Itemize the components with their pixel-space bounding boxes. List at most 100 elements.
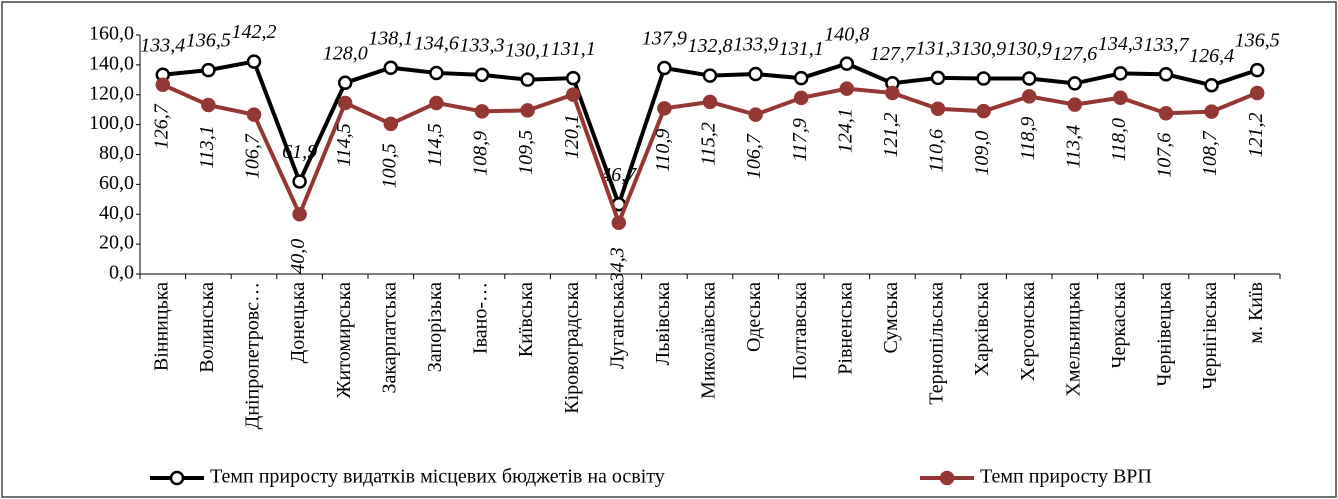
x-tick-label: Львівська	[652, 282, 674, 365]
point	[885, 85, 900, 101]
x-tick-label: Херсонська	[1017, 282, 1039, 381]
x-tick-label: Тернопільська	[926, 282, 948, 405]
y-tick-label: 100,0	[89, 112, 134, 134]
data-label: 118,9	[1017, 117, 1039, 161]
point	[155, 77, 171, 92]
point	[976, 71, 991, 86]
legend-marker	[169, 470, 185, 486]
data-label: 134,6	[414, 33, 459, 55]
point	[930, 101, 946, 117]
data-label: 100,5	[378, 143, 400, 188]
data-label: 131,3	[916, 37, 961, 59]
data-label: 137,9	[642, 28, 687, 50]
point	[1204, 77, 1219, 93]
y-tick-label: 160,0	[89, 23, 134, 45]
data-label: 133,3	[460, 34, 505, 56]
data-label: 113,1	[196, 125, 218, 169]
point	[565, 70, 581, 86]
point	[657, 60, 672, 76]
point	[565, 87, 581, 102]
data-label: 110,9	[652, 129, 674, 173]
x-tick-label: Чернівецька	[1154, 282, 1176, 387]
point	[1021, 89, 1037, 104]
data-label: 108,7	[1199, 130, 1221, 176]
data-label: 118,0	[1108, 118, 1130, 162]
data-label: 121,2	[1245, 112, 1267, 157]
data-label: 126,7	[150, 103, 172, 149]
data-label: 132,8	[688, 35, 733, 57]
point	[702, 94, 718, 110]
data-label: 128,0	[323, 42, 368, 64]
point	[429, 95, 444, 111]
point	[1021, 71, 1037, 86]
point	[976, 103, 991, 119]
data-label: 130,9	[961, 38, 1006, 60]
data-label: 120,1	[561, 114, 583, 159]
point	[1113, 66, 1128, 81]
point	[839, 81, 855, 96]
data-label: 34,3	[606, 247, 628, 283]
x-tick-label: Луганська	[606, 282, 628, 369]
point	[474, 67, 490, 83]
point	[292, 174, 307, 189]
x-tick-label: Вінницька	[150, 282, 172, 371]
point	[1204, 104, 1219, 119]
point	[1249, 85, 1265, 101]
point	[793, 70, 809, 86]
x-tick-label: Рівненська	[834, 282, 856, 375]
data-label: 107,6	[1154, 133, 1176, 178]
x-tick-label: Волинська	[196, 282, 218, 373]
data-label: 114,5	[333, 123, 355, 167]
data-label: 136,5	[1235, 30, 1280, 52]
data-label: 61,9	[282, 141, 317, 163]
x-tick-label: м. Київ	[1245, 282, 1267, 344]
point	[839, 56, 855, 71]
point	[292, 207, 307, 222]
y-tick-label: 80,0	[99, 142, 134, 164]
x-tick-label: Закарпатська	[378, 282, 400, 394]
point	[611, 215, 627, 231]
point	[474, 104, 490, 119]
point	[1249, 62, 1265, 78]
data-label: 109,0	[971, 131, 993, 176]
data-label: 115,2	[698, 122, 720, 166]
point	[246, 107, 262, 122]
point	[201, 62, 216, 78]
x-tick-label: Чернігівська	[1199, 282, 1221, 390]
point	[383, 60, 399, 75]
data-label: 142,2	[232, 21, 277, 43]
x-tick-label: Сумська	[880, 282, 902, 354]
data-label: 121,2	[880, 112, 902, 157]
point	[1113, 90, 1128, 105]
y-tick-label: 40,0	[99, 202, 134, 224]
data-label: 110,6	[926, 129, 948, 173]
x-tick-label: Івано-…	[470, 282, 492, 354]
data-label: 134,3	[1098, 33, 1143, 55]
point	[657, 101, 672, 116]
point	[930, 70, 946, 86]
x-tick-label: Харківська	[971, 282, 993, 376]
x-tick-label: Миколаївська	[698, 282, 720, 399]
data-label: 113,4	[1062, 125, 1084, 169]
data-label: 124,1	[834, 108, 856, 153]
data-label: 131,1	[551, 38, 596, 60]
point	[201, 97, 216, 113]
data-label: 117,9	[789, 118, 811, 162]
point	[1158, 67, 1174, 82]
point	[337, 95, 353, 111]
x-tick-label: Полтавська	[789, 282, 811, 380]
data-label: 131,1	[779, 38, 824, 60]
x-tick-label: Черкаська	[1108, 282, 1130, 369]
data-label: 136,5	[186, 30, 231, 52]
data-label: 140,8	[824, 23, 869, 45]
point	[748, 66, 763, 82]
point	[383, 116, 399, 132]
data-label: 130,9	[1007, 38, 1052, 60]
point	[1067, 76, 1083, 91]
point	[702, 68, 718, 83]
data-label: 108,9	[470, 131, 492, 176]
legend-marker	[939, 470, 955, 486]
y-tick-label: 20,0	[99, 232, 134, 254]
point	[246, 54, 262, 69]
